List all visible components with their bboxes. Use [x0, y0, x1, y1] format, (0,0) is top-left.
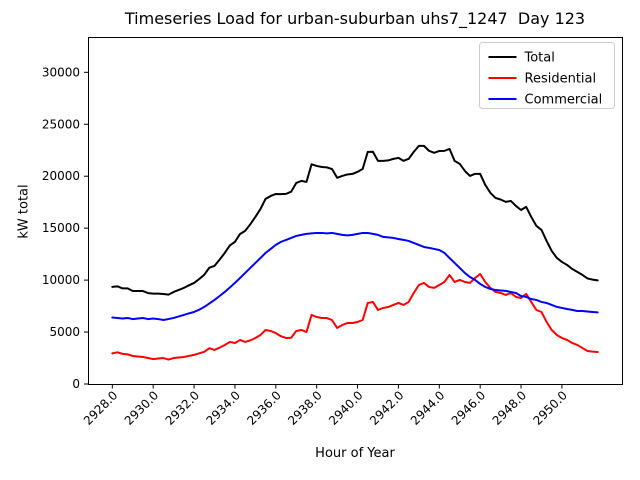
x-tick-label: 2932.0	[163, 388, 203, 428]
axes-spines	[88, 37, 623, 385]
x-axis-label: Hour of Year	[315, 446, 395, 461]
x-tick-label: 2942.0	[367, 388, 407, 428]
x-tick-label: 2946.0	[449, 388, 489, 428]
y-tick-label: 30000	[42, 65, 80, 79]
y-tick-label: 10000	[42, 273, 80, 287]
residential-line	[111, 272, 599, 361]
x-tick-label: 2934.0	[203, 388, 243, 428]
total-line	[111, 144, 599, 296]
x-tick-label: 2936.0	[244, 388, 284, 428]
y-tick-label: 15000	[42, 221, 80, 235]
legend-label-total: Total	[524, 51, 555, 66]
x-tick-label: 2950.0	[530, 388, 570, 428]
x-tick-label: 2930.0	[122, 388, 162, 428]
commercial-line	[111, 231, 599, 321]
legend-label-commercial: Commercial	[525, 93, 603, 108]
x-tick-label: 2944.0	[408, 388, 448, 428]
y-tick-label: 5000	[49, 325, 80, 339]
x-tick-label: 2940.0	[326, 388, 366, 428]
y-tick-label: 25000	[42, 117, 80, 131]
y-tick-label: 20000	[42, 169, 80, 183]
x-tick-label: 2928.0	[81, 388, 121, 428]
legend-box	[479, 42, 615, 109]
x-tick-label: 2948.0	[490, 388, 530, 428]
chart-title: Timeseries Load for urban-suburban uhs7_…	[124, 9, 586, 28]
y-tick-label: 0	[72, 377, 80, 391]
y-axis-label: kW total	[16, 184, 32, 239]
legend-label-residential: Residential	[525, 72, 597, 87]
x-tick-label: 2938.0	[285, 388, 325, 428]
